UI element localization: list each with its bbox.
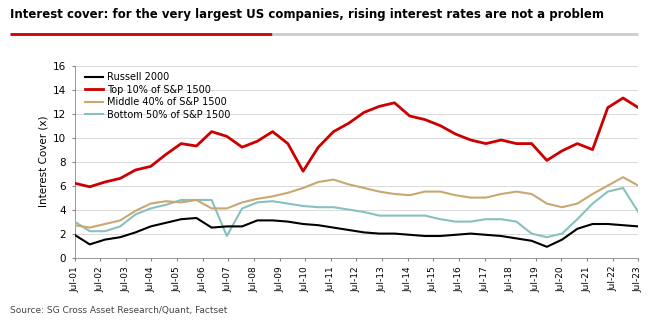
Text: Source: SG Cross Asset Research/Quant, Factset: Source: SG Cross Asset Research/Quant, F… (10, 306, 227, 315)
Legend: Russell 2000, Top 10% of S&P 1500, Middle 40% of S&P 1500, Bottom 50% of S&P 150: Russell 2000, Top 10% of S&P 1500, Middl… (85, 72, 231, 120)
Y-axis label: Interest Cover (x): Interest Cover (x) (39, 116, 49, 207)
Text: Interest cover: for the very largest US companies, rising interest rates are not: Interest cover: for the very largest US … (10, 8, 604, 21)
